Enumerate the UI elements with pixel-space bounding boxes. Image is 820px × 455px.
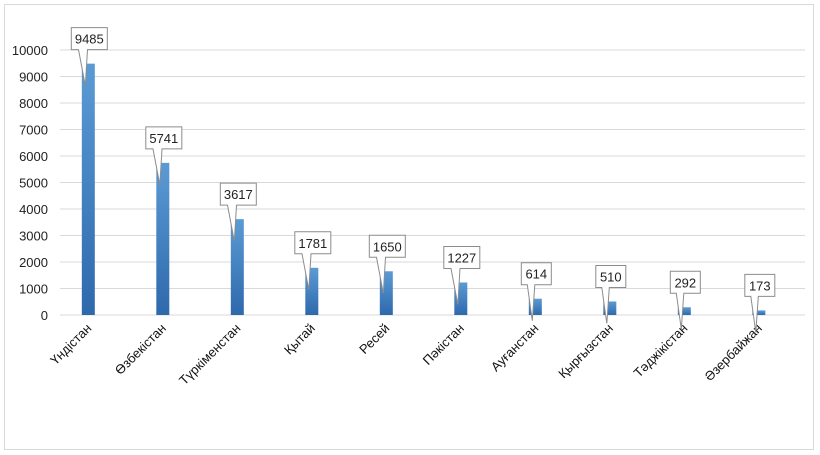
bar bbox=[81, 63, 95, 316]
x-tick-label: Тәджікістан bbox=[631, 321, 691, 381]
y-tick-label: 3000 bbox=[19, 229, 48, 244]
x-axis: Үндістан Өзбекістан Түркіменстан Қытай Ресей… bbox=[47, 321, 765, 388]
data-labels: 9485 5741 3617 1781 1650 1227 614 510 292 173 bbox=[70, 27, 776, 333]
y-tick-label: 6000 bbox=[19, 149, 48, 164]
data-label-callout bbox=[294, 231, 332, 290]
bar bbox=[156, 162, 170, 315]
bar bbox=[230, 219, 244, 315]
x-tick-label: Өзбекістан bbox=[112, 321, 169, 378]
y-tick-label: 2000 bbox=[19, 255, 48, 270]
x-tick-label: Үндістан bbox=[47, 321, 94, 368]
data-label: 9485 bbox=[75, 32, 104, 47]
data-label-callout bbox=[520, 262, 552, 321]
data-label: 1650 bbox=[373, 239, 402, 254]
y-tick-label: 4000 bbox=[19, 202, 48, 217]
data-label-callout bbox=[744, 273, 776, 333]
data-label: 614 bbox=[525, 267, 547, 282]
data-label-callout bbox=[368, 234, 406, 294]
data-label-callout bbox=[669, 270, 701, 330]
x-tick-label: Қытай bbox=[281, 321, 318, 358]
data-label: 173 bbox=[749, 278, 771, 293]
y-tick-label: 9000 bbox=[19, 70, 48, 85]
bars bbox=[81, 63, 766, 316]
x-tick-label: Қырғызстан bbox=[555, 321, 616, 382]
chart-frame: 0 1000 2000 3000 4000 5000 6000 7000 8000 9000 100… bbox=[4, 4, 814, 450]
y-tick-label: 8000 bbox=[19, 96, 48, 111]
data-label: 510 bbox=[600, 269, 622, 284]
data-label-callout bbox=[145, 126, 183, 185]
y-tick-label: 1000 bbox=[19, 282, 48, 297]
data-label: 5741 bbox=[149, 131, 178, 146]
data-label: 292 bbox=[674, 275, 696, 290]
data-label: 3617 bbox=[224, 187, 253, 202]
y-tick-label: 0 bbox=[41, 308, 48, 323]
data-label-callout bbox=[219, 182, 257, 242]
gridlines bbox=[60, 49, 805, 316]
x-tick-label: Пәкістан bbox=[420, 321, 467, 368]
y-tick-label: 5000 bbox=[19, 176, 48, 191]
y-tick-label: 10000 bbox=[12, 43, 48, 58]
x-tick-label: Ресей bbox=[356, 321, 392, 357]
bar bbox=[752, 310, 766, 315]
data-label: 1227 bbox=[447, 250, 476, 265]
data-label-callout bbox=[443, 245, 481, 305]
data-label: 1781 bbox=[298, 236, 327, 251]
y-axis: 0 1000 2000 3000 4000 5000 6000 7000 8000 9000 100… bbox=[12, 43, 48, 323]
y-tick-label: 7000 bbox=[19, 123, 48, 138]
bar-chart: 0 1000 2000 3000 4000 5000 6000 7000 8000 9000 100… bbox=[12, 27, 805, 388]
data-label-callout bbox=[595, 264, 627, 324]
x-tick-label: Ауғанстан bbox=[488, 321, 542, 375]
x-tick-label: Түркіменстан bbox=[176, 321, 243, 388]
bar bbox=[677, 307, 691, 315]
data-label-callout bbox=[70, 27, 108, 86]
